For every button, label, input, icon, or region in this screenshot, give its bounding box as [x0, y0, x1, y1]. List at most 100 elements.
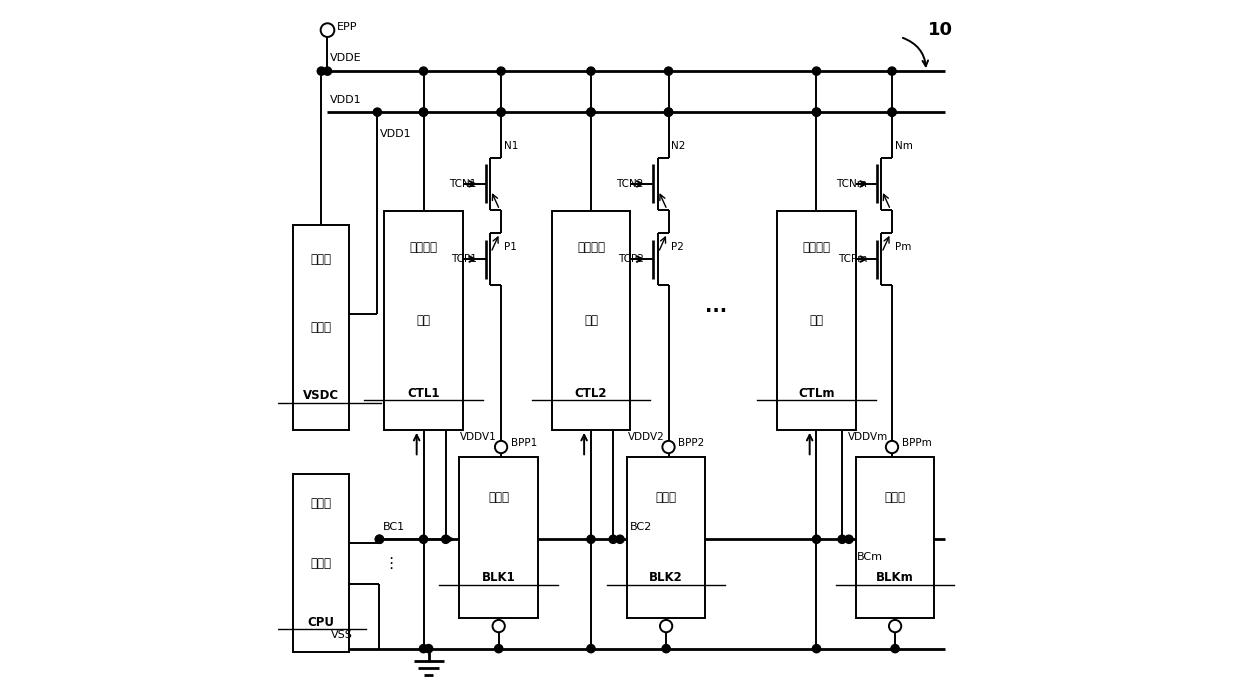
Text: VDD1: VDD1 — [381, 130, 412, 139]
Circle shape — [812, 67, 821, 75]
Text: TCNm: TCNm — [837, 179, 868, 189]
Text: 电源控制: 电源控制 — [802, 241, 831, 254]
Text: BPP1: BPP1 — [511, 438, 537, 448]
Text: 电路: 电路 — [810, 314, 823, 327]
Circle shape — [587, 67, 595, 75]
Text: 电路: 电路 — [584, 314, 598, 327]
Text: 电路块: 电路块 — [311, 497, 332, 511]
Bar — [459, 457, 538, 618]
Circle shape — [812, 644, 821, 652]
Text: BPPm: BPPm — [901, 438, 931, 448]
Bar — [627, 457, 706, 618]
Text: BLK2: BLK2 — [650, 571, 683, 584]
Circle shape — [376, 535, 383, 544]
Text: BC2: BC2 — [630, 522, 652, 533]
Text: TCN1: TCN1 — [449, 179, 476, 189]
Text: N1: N1 — [503, 141, 518, 151]
Circle shape — [419, 535, 428, 544]
Circle shape — [587, 108, 595, 116]
Circle shape — [324, 67, 331, 75]
Circle shape — [885, 441, 898, 453]
Circle shape — [441, 535, 450, 544]
Text: TCP1: TCP1 — [450, 254, 476, 264]
Circle shape — [616, 535, 624, 544]
Circle shape — [424, 644, 433, 652]
Text: 电路块: 电路块 — [884, 491, 905, 504]
Text: EPP: EPP — [337, 22, 357, 32]
Text: 电路: 电路 — [417, 314, 430, 327]
Circle shape — [889, 620, 901, 633]
Circle shape — [419, 108, 428, 116]
Circle shape — [812, 108, 821, 116]
Text: ...: ... — [704, 298, 727, 316]
Text: VDDV1: VDDV1 — [460, 431, 497, 442]
Circle shape — [662, 441, 675, 453]
Text: 电路块: 电路块 — [656, 491, 677, 504]
Text: 10: 10 — [928, 21, 952, 39]
Text: BPP2: BPP2 — [678, 438, 704, 448]
Circle shape — [844, 535, 853, 544]
Circle shape — [888, 108, 897, 116]
Circle shape — [419, 644, 428, 652]
Text: P1: P1 — [503, 243, 517, 252]
Text: VDDE: VDDE — [330, 53, 362, 63]
Circle shape — [609, 535, 618, 544]
Text: 电源控制: 电源控制 — [409, 241, 438, 254]
Bar — [552, 212, 630, 430]
Text: BLK1: BLK1 — [482, 571, 516, 584]
Text: BCm: BCm — [857, 552, 883, 562]
Text: VDDV2: VDDV2 — [627, 431, 665, 442]
Text: Pm: Pm — [895, 243, 911, 252]
Circle shape — [497, 108, 505, 116]
Bar — [777, 212, 856, 430]
Text: VDDVm: VDDVm — [848, 431, 888, 442]
Circle shape — [812, 108, 821, 116]
Circle shape — [665, 67, 672, 75]
Text: Nm: Nm — [895, 141, 913, 151]
Circle shape — [373, 108, 382, 116]
Text: VDD1: VDD1 — [330, 95, 362, 105]
Text: 电源控制: 电源控制 — [577, 241, 605, 254]
Circle shape — [892, 644, 899, 652]
Text: CPU: CPU — [308, 616, 335, 629]
Text: BLKm: BLKm — [877, 571, 914, 584]
Circle shape — [812, 535, 821, 544]
Circle shape — [495, 644, 502, 652]
Text: TCPm: TCPm — [838, 254, 868, 264]
Text: 电路块: 电路块 — [489, 491, 510, 504]
Text: ⋮: ⋮ — [383, 556, 399, 570]
Text: TCN2: TCN2 — [616, 179, 644, 189]
Circle shape — [662, 644, 671, 652]
Text: CTL1: CTL1 — [407, 387, 440, 400]
Text: 电压级: 电压级 — [311, 253, 332, 265]
Circle shape — [665, 108, 672, 116]
Circle shape — [587, 535, 595, 544]
Circle shape — [888, 67, 897, 75]
Text: 控制器: 控制器 — [311, 557, 332, 570]
Circle shape — [838, 535, 846, 544]
Text: 降电路: 降电路 — [311, 321, 332, 334]
Text: N2: N2 — [671, 141, 686, 151]
Text: VSDC: VSDC — [304, 389, 340, 402]
Bar — [856, 457, 935, 618]
Circle shape — [660, 620, 672, 633]
Circle shape — [419, 67, 428, 75]
Circle shape — [321, 23, 335, 37]
Circle shape — [492, 620, 505, 633]
Circle shape — [497, 108, 505, 116]
Circle shape — [419, 108, 428, 116]
Circle shape — [587, 644, 595, 652]
Text: P2: P2 — [671, 243, 684, 252]
Text: CTL2: CTL2 — [574, 387, 608, 400]
Bar — [294, 474, 350, 652]
Circle shape — [587, 108, 595, 116]
Text: CTLm: CTLm — [799, 387, 835, 400]
Circle shape — [497, 67, 505, 75]
Circle shape — [376, 535, 383, 544]
Text: BC1: BC1 — [383, 522, 405, 533]
Text: TCP2: TCP2 — [618, 254, 644, 264]
Bar — [384, 212, 463, 430]
Circle shape — [888, 108, 897, 116]
Text: VSS: VSS — [331, 630, 352, 641]
Bar — [294, 225, 350, 430]
